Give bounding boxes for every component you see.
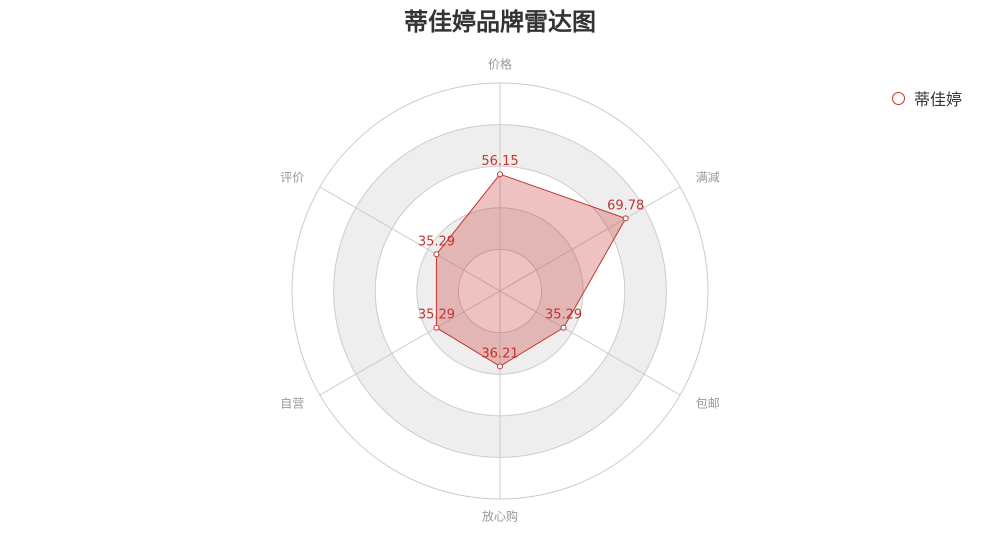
radar-axis-label-5: 评价 — [280, 171, 304, 185]
legend[interactable]: 蒂佳婷 — [892, 86, 962, 110]
radar-point-5[interactable] — [433, 251, 440, 258]
legend-label[interactable]: 蒂佳婷 — [914, 90, 963, 109]
radar-value-label-2: 35.29 — [545, 308, 582, 323]
radar-axis-label-2: 包邮 — [696, 397, 720, 411]
radar-value-label-1: 69.78 — [607, 198, 644, 213]
radar-axis-label-3: 放心购 — [482, 509, 518, 524]
radar-axis-lines — [319, 83, 681, 499]
radar-point-0[interactable] — [497, 171, 503, 178]
radar-point-2[interactable] — [560, 324, 567, 331]
radar-axis-line-2 — [499, 290, 681, 396]
radar-axis-label-0: 价格 — [488, 57, 512, 72]
radar-series — [433, 171, 629, 370]
radar-axis-label-4: 自营 — [280, 397, 304, 411]
radar-value-labels: 56.15 69.78 35.29 36.21 35.29 35.29 — [418, 154, 644, 361]
radar-axis-line-5 — [319, 186, 501, 292]
radar-point-3[interactable] — [497, 363, 503, 370]
legend-marker-icon[interactable] — [892, 91, 905, 105]
radar-point-1[interactable] — [622, 215, 629, 222]
radar-axis-line-1 — [499, 186, 681, 292]
radar-value-label-0: 56.15 — [481, 154, 518, 169]
radar-value-label-4: 35.29 — [418, 308, 455, 323]
radar-point-4[interactable] — [433, 324, 440, 331]
radar-axis-label-1: 满减 — [696, 171, 720, 185]
chart-title: 蒂佳婷品牌雷达图 — [404, 8, 596, 36]
radar-axis-line-4 — [319, 290, 501, 396]
radar-value-label-3: 36.21 — [481, 346, 518, 361]
radar-value-label-5: 35.29 — [418, 234, 455, 249]
